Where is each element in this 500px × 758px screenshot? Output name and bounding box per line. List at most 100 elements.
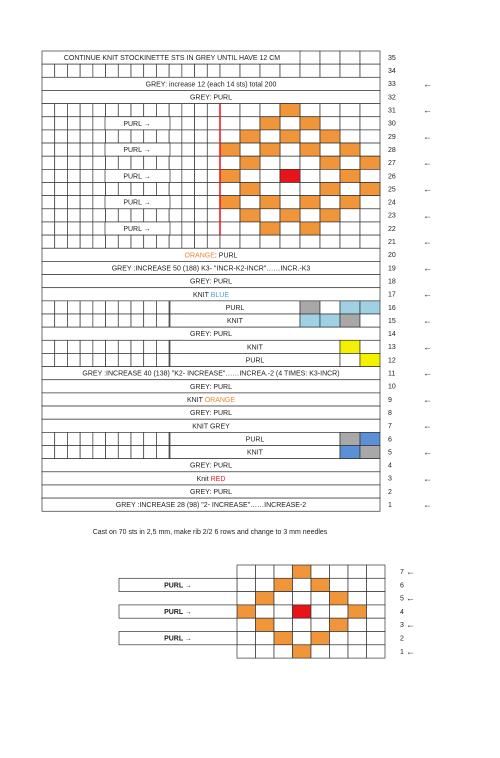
row-label: GREY: increase 12 (each 14 sts) total 20… [146,81,277,88]
cell [67,208,81,223]
cell [292,564,312,579]
row-number: 6 [388,436,392,443]
cell [130,339,145,354]
cell [255,617,275,632]
cell [143,234,157,249]
cell [117,432,132,446]
cell [156,313,170,328]
cell [79,353,94,367]
cell [206,182,221,196]
cell [194,142,208,157]
cell [219,234,241,249]
row-number: 5 [400,596,404,603]
cell [359,63,381,78]
label-part: KNIT [247,344,264,351]
cell [92,169,106,183]
cell [299,63,321,78]
cell [117,339,132,354]
cell [273,577,293,592]
row-label: GREY: PURL [190,410,232,417]
label-part: GREY: PURL [190,331,232,338]
cell [273,564,293,579]
row-arrow: ← [423,210,432,220]
row-label: GREY: PURL [190,94,232,101]
cell [54,313,68,328]
cell [79,182,94,196]
cell [259,234,281,249]
row-label: PURL [226,305,245,312]
label-part: KNIT [187,397,205,404]
cell [79,169,94,183]
cell [292,604,312,619]
cell [92,142,106,157]
cell [181,116,195,131]
cell [194,63,208,78]
cell [219,208,241,223]
cell [118,631,238,646]
row-number: 30 [388,121,396,128]
cell [41,169,56,183]
cell [105,208,119,223]
cell [310,617,330,632]
cell [168,142,183,157]
cell [339,116,361,131]
cell [339,103,361,118]
cell [168,169,183,183]
cell [41,182,56,196]
label-part: PURL [246,436,265,443]
cell [168,63,183,78]
cell [194,103,208,118]
cell [41,208,56,223]
row-label: PURL → [164,609,192,616]
cell [92,234,106,249]
row-number: 14 [388,331,396,338]
row-number: 21 [388,239,396,246]
cell [118,604,238,619]
row-number: 2 [400,635,404,642]
row-number: 17 [388,292,396,299]
row-arrow: ← [423,263,432,273]
cell [339,63,361,78]
cell [181,234,195,249]
label-part: GREY :INCREASE 40 (138) "K2- INCREASE"……… [82,371,339,378]
cell [319,234,341,249]
cell [41,155,56,170]
cell [259,155,281,170]
cell [41,116,56,131]
cell [117,182,132,196]
row-label: GREY: PURL [190,489,232,496]
cell [366,564,386,579]
row-label: GREY: PURL [190,331,232,338]
label-part: GREY: increase 12 (each 14 sts) total 20… [146,81,277,88]
row-number: 34 [388,68,396,75]
row-label: PURL [246,436,265,443]
cell [299,129,321,144]
cell [67,169,81,183]
row-arrow: ← [423,158,432,168]
cell [359,221,381,236]
cell [181,129,195,144]
cell [339,155,361,170]
cell [130,313,145,328]
cell [219,155,241,170]
cell [130,300,145,315]
cell [67,116,81,131]
cell [54,116,68,131]
cell [255,631,275,646]
label-part: PURL → [123,121,150,128]
cell [105,313,119,328]
cell [279,63,301,78]
row-number: 1 [388,502,392,509]
row-label: GREY: PURL [190,463,232,470]
cell [206,103,221,118]
cell [206,142,221,157]
cell [181,103,195,118]
cell [329,617,349,632]
cell [117,155,132,170]
row-label: KNIT [247,344,264,351]
cell [79,103,94,118]
label-part: GREY :INCREASE 50 (188) K3- "INCR-K2-INC… [112,265,311,272]
cell [156,155,170,170]
cell [292,617,312,632]
cell [168,182,183,196]
